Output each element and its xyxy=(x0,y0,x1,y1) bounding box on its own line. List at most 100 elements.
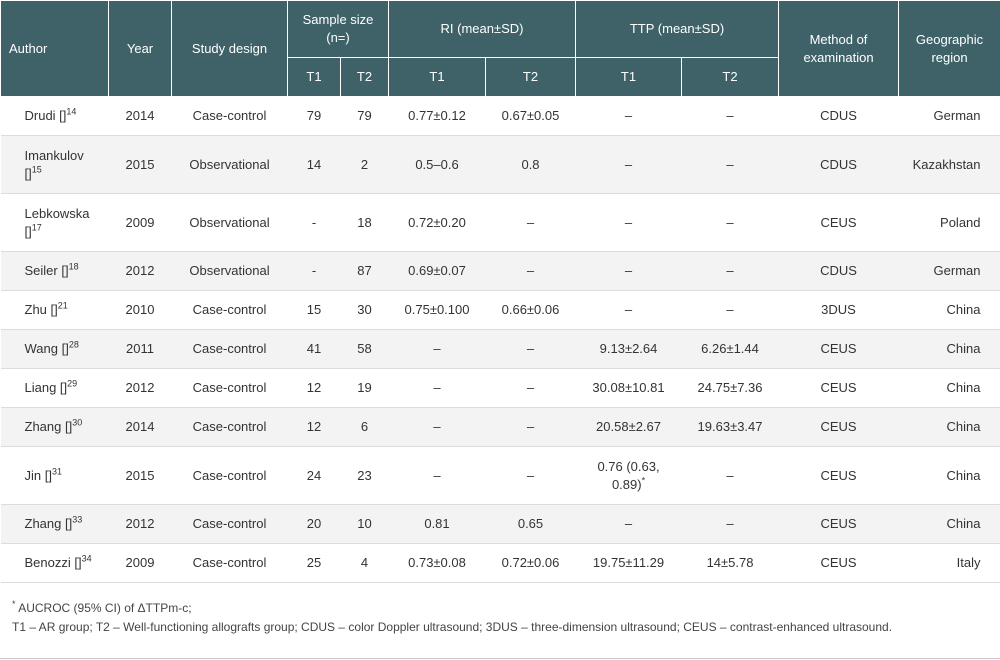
table-row: Jin []31 2015 Case-control 24 23 – – 0.7… xyxy=(0,446,1000,505)
cell-ri-t2: 0.65 xyxy=(485,504,576,544)
cell-method: CEUS xyxy=(778,368,899,408)
cell-region: Italy xyxy=(898,543,1000,583)
cell-method: CEUS xyxy=(778,329,899,369)
cell-sample-t2: 58 xyxy=(340,329,389,369)
cell-design: Observational xyxy=(171,135,288,194)
cell-method: CEUS xyxy=(778,504,899,544)
cell-author: Zhu []21 xyxy=(0,290,109,330)
cell-ttp-t1: – xyxy=(575,96,682,136)
cell-author: Liang []29 xyxy=(0,368,109,408)
cell-ttp-t2: – xyxy=(681,290,779,330)
table-row: Zhu []21 2010 Case-control 15 30 0.75±0.… xyxy=(0,290,1000,330)
cell-method: CEUS xyxy=(778,543,899,583)
cell-method: 3DUS xyxy=(778,290,899,330)
cell-design: Case-control xyxy=(171,407,288,447)
cell-ri-t2: 0.8 xyxy=(485,135,576,194)
cell-ri-t2: – xyxy=(485,446,576,505)
cell-design: Case-control xyxy=(171,329,288,369)
cell-sample-t2: 23 xyxy=(340,446,389,505)
cell-ri-t1: – xyxy=(388,329,486,369)
table-row: Drudi []14 2014 Case-control 79 79 0.77±… xyxy=(0,96,1000,136)
cell-year: 2009 xyxy=(108,543,172,583)
cell-ttp-t2: – xyxy=(681,504,779,544)
cell-ri-t1: 0.69±0.07 xyxy=(388,251,486,291)
cell-region: China xyxy=(898,290,1000,330)
cell-method: CDUS xyxy=(778,251,899,291)
cell-author: Zhang []33 xyxy=(0,504,109,544)
cell-ri-t1: 0.73±0.08 xyxy=(388,543,486,583)
cell-ri-t2: 0.66±0.06 xyxy=(485,290,576,330)
table-row: Zhang []33 2012 Case-control 20 10 0.81 … xyxy=(0,504,1000,544)
cell-year: 2012 xyxy=(108,504,172,544)
header-ttp-t2: T2 xyxy=(681,57,780,97)
cell-year: 2010 xyxy=(108,290,172,330)
cell-year: 2014 xyxy=(108,96,172,136)
study-table: Author Year Study design Sample size (n=… xyxy=(0,0,1000,583)
cell-ttp-t1: 30.08±10.81 xyxy=(575,368,682,408)
cell-year: 2015 xyxy=(108,446,172,505)
cell-method: CEUS xyxy=(778,193,899,252)
cell-sample-t2: 2 xyxy=(340,135,389,194)
cell-sample-t1: 15 xyxy=(287,290,341,330)
cell-design: Observational xyxy=(171,193,288,252)
cell-ri-t2: – xyxy=(485,251,576,291)
cell-design: Case-control xyxy=(171,96,288,136)
cell-ttp-t2: – xyxy=(681,96,779,136)
table-header: Author Year Study design Sample size (n=… xyxy=(0,0,1000,97)
cell-ri-t2: – xyxy=(485,193,576,252)
cell-sample-t2: 6 xyxy=(340,407,389,447)
cell-region: China xyxy=(898,407,1000,447)
cell-author: Lebkowska []17 xyxy=(0,193,109,252)
cell-sample-t1: 14 xyxy=(287,135,341,194)
cell-region: Kazakhstan xyxy=(898,135,1000,194)
cell-design: Case-control xyxy=(171,368,288,408)
header-ttp-t1: T1 xyxy=(575,57,683,97)
header-ri-t1: T1 xyxy=(388,57,486,97)
header-ttp: TTP (mean±SD) xyxy=(575,0,780,58)
header-study-design: Study design xyxy=(171,0,288,97)
cell-ttp-t1: 19.75±11.29 xyxy=(575,543,682,583)
cell-ttp-t1: – xyxy=(575,135,682,194)
cell-author: Wang []28 xyxy=(0,329,109,369)
cell-ri-t2: 0.67±0.05 xyxy=(485,96,576,136)
cell-ri-t1: – xyxy=(388,446,486,505)
table-row: Wang []28 2011 Case-control 41 58 – – 9.… xyxy=(0,329,1000,369)
cell-author: Zhang []30 xyxy=(0,407,109,447)
header-sample-t1: T1 xyxy=(287,57,341,97)
cell-sample-t1: 25 xyxy=(287,543,341,583)
cell-sample-t2: 18 xyxy=(340,193,389,252)
cell-region: German xyxy=(898,251,1000,291)
cell-ri-t2: – xyxy=(485,368,576,408)
table-row: Liang []29 2012 Case-control 12 19 – – 3… xyxy=(0,368,1000,408)
cell-sample-t1: 12 xyxy=(287,368,341,408)
cell-region: China xyxy=(898,329,1000,369)
header-author: Author xyxy=(0,0,109,97)
cell-ttp-t2: – xyxy=(681,193,779,252)
cell-region: German xyxy=(898,96,1000,136)
cell-sample-t1: 12 xyxy=(287,407,341,447)
cell-sample-t2: 79 xyxy=(340,96,389,136)
table-row: Seiler []18 2012 Observational - 87 0.69… xyxy=(0,251,1000,291)
table-row: Zhang []30 2014 Case-control 12 6 – – 20… xyxy=(0,407,1000,447)
cell-sample-t1: 79 xyxy=(287,96,341,136)
footnote-abbreviations: T1 – AR group; T2 – Well-functioning all… xyxy=(12,620,893,634)
cell-ttp-t2: 19.63±3.47 xyxy=(681,407,779,447)
cell-method: CDUS xyxy=(778,96,899,136)
cell-design: Case-control xyxy=(171,504,288,544)
cell-year: 2014 xyxy=(108,407,172,447)
table-row: Imankulov []15 2015 Observational 14 2 0… xyxy=(0,135,1000,194)
cell-ri-t1: 0.5–0.6 xyxy=(388,135,486,194)
cell-ttp-t1: – xyxy=(575,251,682,291)
cell-ri-t1: 0.75±0.100 xyxy=(388,290,486,330)
cell-author: Imankulov []15 xyxy=(0,135,109,194)
cell-sample-t1: 41 xyxy=(287,329,341,369)
cell-author: Jin []31 xyxy=(0,446,109,505)
header-year: Year xyxy=(108,0,172,97)
cell-sample-t1: 20 xyxy=(287,504,341,544)
cell-ttp-t2: – xyxy=(681,135,779,194)
table-footnotes: * AUCROC (95% CI) of ΔTTPm-c; T1 – AR gr… xyxy=(0,583,1000,637)
cell-sample-t2: 10 xyxy=(340,504,389,544)
cell-author: Seiler []18 xyxy=(0,251,109,291)
cell-author: Drudi []14 xyxy=(0,96,109,136)
cell-region: China xyxy=(898,446,1000,505)
